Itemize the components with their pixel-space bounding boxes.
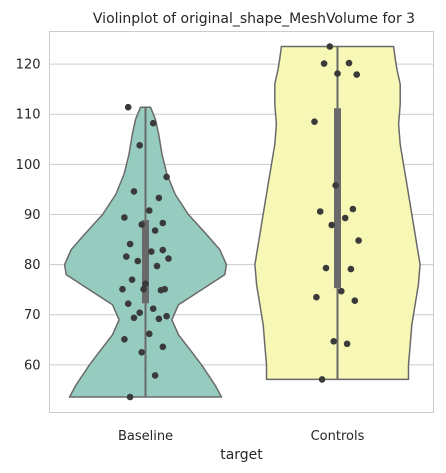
data-point <box>155 315 163 323</box>
data-point <box>151 372 159 379</box>
data-point <box>328 221 336 229</box>
data-point <box>136 309 143 317</box>
data-point <box>353 71 361 78</box>
y-tick-label: 80 <box>24 258 41 273</box>
x-axis-label: target <box>220 447 263 463</box>
data-point <box>123 253 130 260</box>
data-point <box>161 285 168 293</box>
data-point <box>121 214 128 221</box>
data-point <box>338 287 345 295</box>
data-point <box>124 103 132 111</box>
data-point <box>146 330 153 338</box>
data-point <box>318 376 326 383</box>
y-tick-label: 90 <box>24 208 41 223</box>
chart-title: Violinplot of original_shape_MeshVolume … <box>93 11 415 27</box>
data-point <box>121 336 128 343</box>
data-point <box>311 118 318 125</box>
data-point <box>347 265 355 273</box>
data-point <box>349 205 357 213</box>
data-point <box>134 257 142 265</box>
data-point <box>316 208 324 215</box>
data-point <box>343 340 351 348</box>
y-tick-label: 100 <box>16 158 41 173</box>
data-point <box>345 59 353 67</box>
y-tick-label: 60 <box>24 358 41 373</box>
data-point <box>149 305 157 313</box>
data-point <box>128 276 136 284</box>
data-point <box>159 219 167 227</box>
data-point <box>163 173 170 181</box>
data-point <box>334 70 341 77</box>
data-point <box>124 300 132 308</box>
data-point <box>159 246 167 254</box>
y-tick-label: 110 <box>16 108 41 123</box>
data-point <box>341 214 349 222</box>
data-point <box>355 237 362 244</box>
data-point <box>313 293 320 301</box>
data-point <box>146 207 153 214</box>
data-point <box>130 314 138 322</box>
data-point <box>148 248 155 255</box>
data-point <box>119 285 126 293</box>
data-point <box>351 297 359 305</box>
data-point <box>138 221 145 228</box>
data-point <box>151 227 159 234</box>
y-axis: 60 70 80 90 100 110 120 <box>16 58 41 374</box>
plot-frame <box>49 31 434 413</box>
data-point <box>136 142 143 149</box>
data-point <box>140 285 147 293</box>
x-tick-label: Controls <box>311 429 365 444</box>
data-point <box>330 338 338 345</box>
data-point <box>326 43 334 50</box>
y-tick-label: 70 <box>24 308 41 323</box>
data-point <box>138 349 145 356</box>
data-point <box>165 255 172 262</box>
x-tick-label: Baseline <box>118 429 173 444</box>
data-point <box>322 264 330 272</box>
data-point <box>126 240 134 248</box>
data-point <box>149 119 157 127</box>
data-point <box>155 194 163 202</box>
data-point <box>126 393 134 401</box>
data-point <box>159 343 167 351</box>
data-point <box>142 280 149 288</box>
data-point <box>332 182 339 189</box>
x-axis: Baseline Controls <box>118 429 365 444</box>
data-point <box>130 188 138 195</box>
data-point <box>320 60 328 67</box>
violins <box>63 43 421 401</box>
data-point <box>153 262 161 270</box>
data-point <box>163 312 170 320</box>
y-tick-label: 120 <box>16 58 41 73</box>
